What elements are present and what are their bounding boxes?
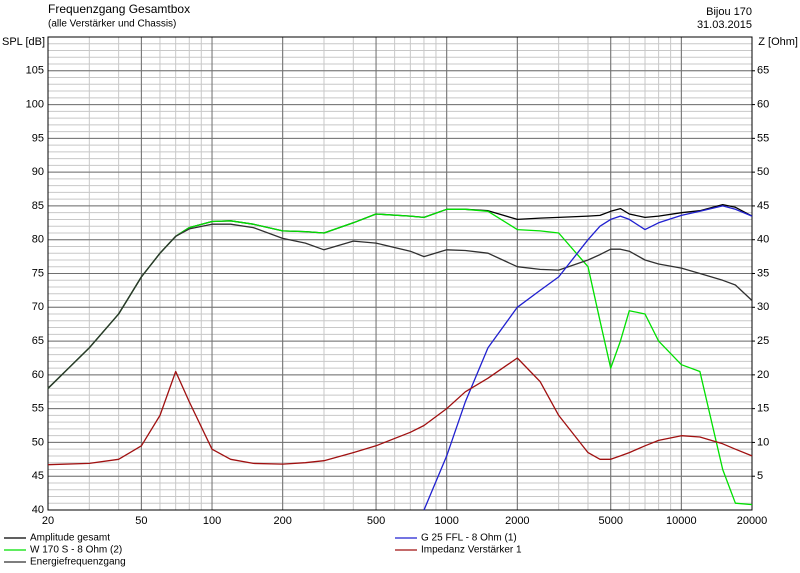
legend-label: W 170 S - 8 Ohm (2) — [30, 545, 122, 556]
y2-tick-label: 25 — [757, 335, 769, 347]
annotation: Bijou 170 — [706, 6, 752, 18]
y2-tick-label: 10 — [757, 436, 769, 448]
series-line — [47, 223, 753, 389]
y2-tick-label: 65 — [757, 65, 769, 77]
y-tick-label: 90 — [32, 166, 44, 178]
series-line — [423, 205, 753, 511]
y-axis-label: SPL [dB] — [2, 36, 45, 48]
y2-tick-label: 5 — [757, 470, 763, 482]
plot-frame — [47, 36, 753, 511]
series-line — [47, 203, 753, 389]
y-tick-label: 65 — [32, 335, 44, 347]
series-line — [47, 357, 753, 466]
x-tick-label: 500 — [367, 515, 385, 527]
series-line — [47, 208, 753, 506]
y-tick-label: 75 — [32, 267, 44, 279]
y2-tick-label: 60 — [757, 98, 769, 110]
legend-label: Amplitude gesamt — [30, 533, 110, 544]
x-tick-label: 5000 — [598, 515, 622, 527]
x-tick-label: 2000 — [505, 515, 529, 527]
y-tick-label: 70 — [32, 301, 44, 313]
y2-tick-label: 40 — [757, 234, 769, 246]
y2-tick-label: 50 — [757, 166, 769, 178]
y2-tick-label: 30 — [757, 301, 769, 313]
y-tick-label: 55 — [32, 403, 44, 415]
chart-subtitle: (alle Verstärker und Chassis) — [48, 19, 176, 30]
y-tick-label: 80 — [32, 234, 44, 246]
y-tick-label: 40 — [32, 504, 44, 516]
y2-tick-label: 15 — [757, 403, 769, 415]
y-tick-label: 50 — [32, 436, 44, 448]
y-tick-label: 60 — [32, 369, 44, 381]
y-tick-label: 85 — [32, 200, 44, 212]
x-tick-label: 1000 — [434, 515, 458, 527]
y-tick-label: 95 — [32, 132, 44, 144]
y2-axis-label: Z [Ohm] — [758, 36, 798, 48]
legend-label: Impedanz Verstärker 1 — [421, 545, 522, 556]
y-tick-label: 100 — [26, 98, 44, 110]
annotation: 31.03.2015 — [697, 19, 752, 31]
y-tick-label: 105 — [26, 65, 44, 77]
x-tick-label: 100 — [203, 515, 221, 527]
x-tick-label: 20000 — [737, 515, 768, 527]
y2-tick-label: 20 — [757, 369, 769, 381]
y2-tick-label: 45 — [757, 200, 769, 212]
x-tick-label: 20 — [42, 515, 54, 527]
y2-tick-label: 55 — [757, 132, 769, 144]
legend-label: Energiefrequenzgang — [30, 557, 126, 568]
x-tick-label: 200 — [273, 515, 291, 527]
x-tick-label: 10000 — [666, 515, 697, 527]
legend-label: G 25 FFL - 8 Ohm (1) — [421, 533, 517, 544]
chart-title: Frequenzgang Gesamtbox — [48, 2, 190, 16]
y2-tick-label: 35 — [757, 267, 769, 279]
x-tick-label: 50 — [135, 515, 147, 527]
y-tick-label: 45 — [32, 470, 44, 482]
